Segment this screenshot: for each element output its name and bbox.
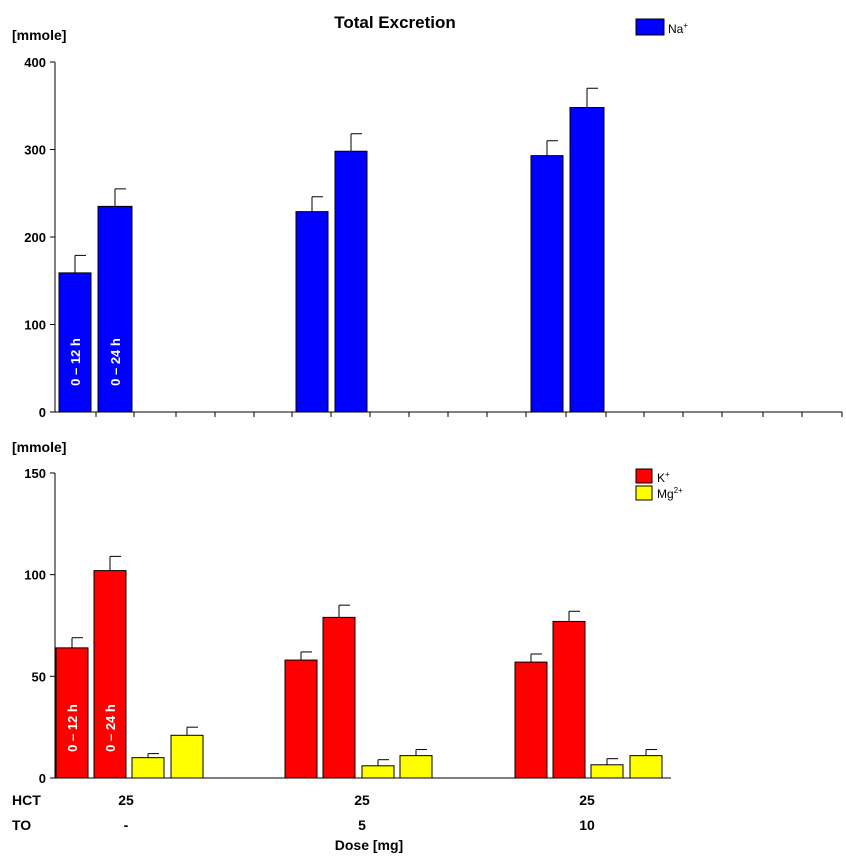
legend-swatch-mg [635,485,653,501]
hct-value-3: 25 [579,792,595,808]
legend-swatch-k [635,468,653,484]
bar-na [97,205,133,413]
hct-value-2: 25 [354,792,370,808]
bar-k [93,570,127,779]
bar-period-label: 0 – 24 h [108,338,123,386]
y-tick-label: 0 [39,771,46,786]
bar-k [552,620,586,779]
panel-1: 0 100 200 300 400 0 – 12 h 0 – 24 h [24,55,843,420]
to-value-1: - [124,817,129,833]
y-tick-label: 300 [24,143,46,158]
bar-mg [399,755,433,779]
bar-k [514,661,548,779]
y-tick-label: 200 [24,230,46,245]
y-tick-label: 0 [39,405,46,420]
bar-na [295,211,329,413]
to-value-3: 10 [579,817,595,833]
chart-title: Total Excretion [334,13,456,32]
bar-mg [629,755,663,779]
legend-label-na: Na+ [668,21,688,36]
x-axis-title: Dose [mg] [335,837,403,853]
hct-value-1: 25 [118,792,134,808]
bottom-ylabel: [mmole] [12,439,66,455]
legend-label-mg: Mg2+ [657,486,683,501]
bottom-legend: K+ Mg2+ [635,468,683,501]
bar-period-label: 0 – 24 h [103,704,118,752]
panel-2: 0 50 100 150 0 – 12 h 0 – 24 h [24,466,671,786]
bar-k [284,659,318,779]
y-tick-label: 400 [24,55,46,70]
bar-na [334,150,368,413]
bar-mg [361,765,395,779]
y-tick-label: 150 [24,466,46,481]
bar-na [530,155,564,413]
legend-swatch-na [635,18,665,36]
bar-mg [170,734,204,779]
bar-na [569,107,605,413]
legend-label-k: K+ [657,470,670,485]
to-value-2: 5 [358,817,366,833]
y-tick-label: 50 [32,669,46,684]
row-label-to: TO [12,817,31,833]
x-axis-labels: HCT TO 25 25 25 - 5 10 Dose [mg] [12,792,595,853]
bar-period-label: 0 – 12 h [68,338,83,386]
top-legend: Na+ [635,18,688,36]
bar-k [322,616,356,779]
bar-mg [590,764,624,779]
bar-mg [131,757,165,779]
top-ylabel: [mmole] [12,27,66,43]
row-label-hct: HCT [12,792,41,808]
y-tick-label: 100 [24,318,46,333]
y-tick-label: 100 [24,568,46,583]
bar-period-label: 0 – 12 h [65,704,80,752]
bar-na [58,272,92,413]
